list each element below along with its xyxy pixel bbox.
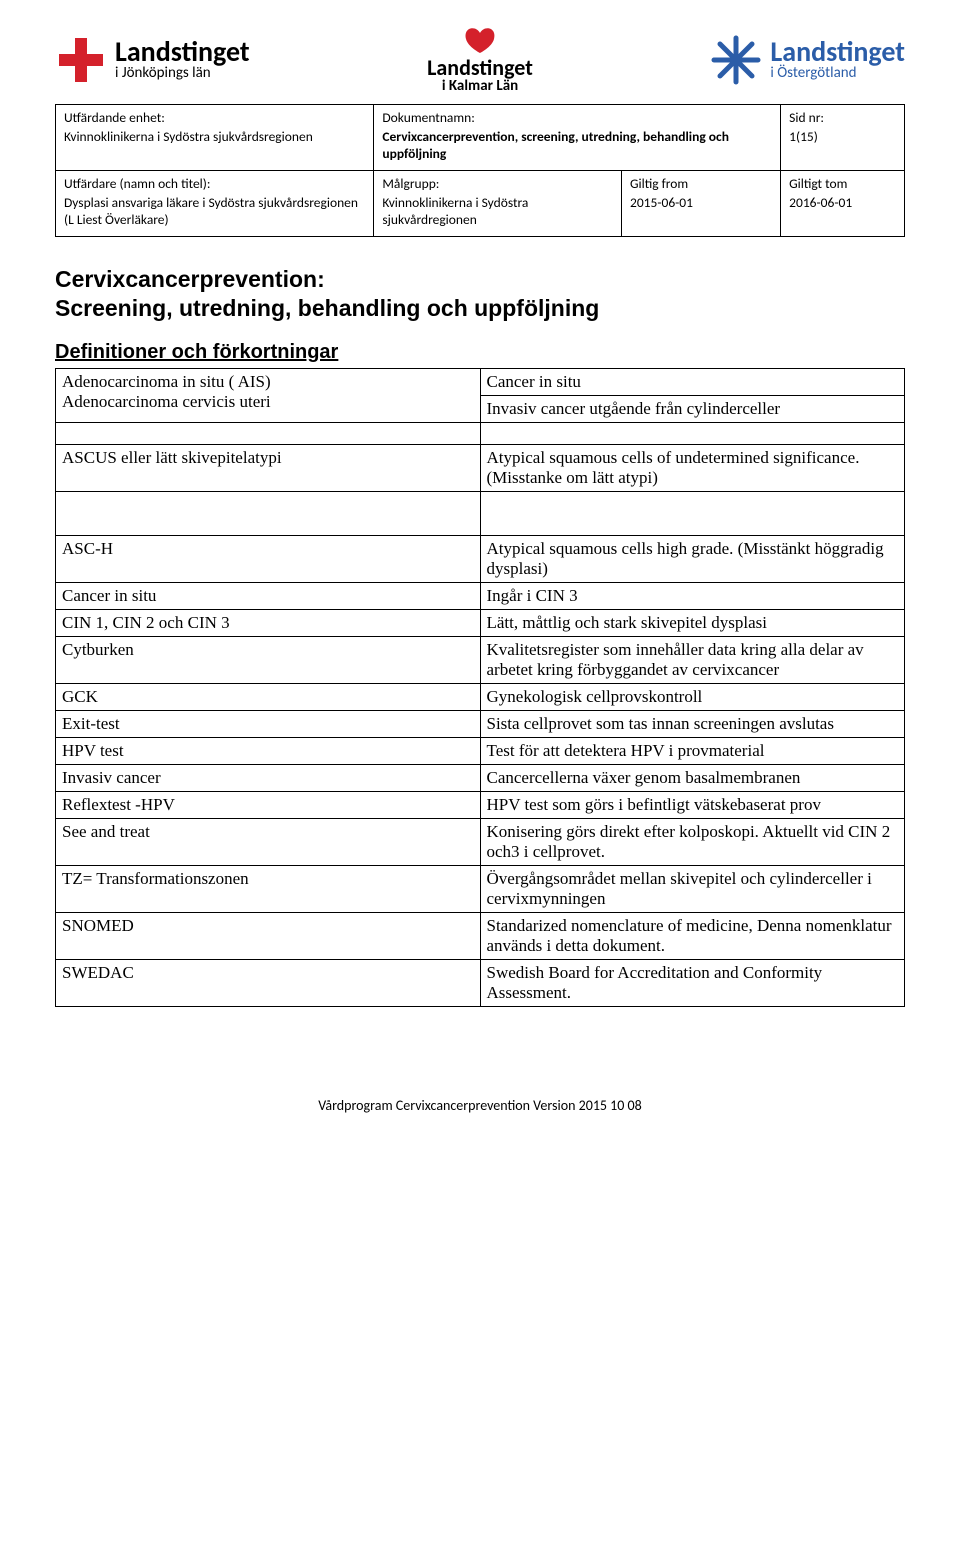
heart-icon (458, 25, 502, 55)
table-row: SNOMED Standarized nomenclature of medic… (56, 912, 905, 959)
table-row: Exit-test Sista cellprovet som tas innan… (56, 710, 905, 737)
def-desc: Gynekologisk cellprovskontroll (480, 683, 905, 710)
def-desc: HPV test som görs i befintligt vätskebas… (480, 791, 905, 818)
ht-page-val: 1(15) (789, 128, 896, 145)
doc-title: Cervixcancerprevention: Screening, utred… (55, 265, 905, 323)
definitions-table: Adenocarcinoma in situ ( AIS) Adenocarci… (55, 368, 905, 1007)
def-desc: Swedish Board for Accreditation and Conf… (480, 959, 905, 1006)
ht-docname-val: Cervixcancerprevention, screening, utred… (382, 128, 772, 162)
def-desc: Invasiv cancer utgående från cylindercel… (480, 395, 905, 422)
def-desc: Konisering görs direkt efter kolposkopi.… (480, 818, 905, 865)
def-term: CIN 1, CIN 2 och CIN 3 (56, 609, 481, 636)
ht-target-val: Kvinnoklinikerna i Sydöstra sjukvårdregi… (382, 194, 613, 228)
def-term: GCK (56, 683, 481, 710)
ht-target-label: Målgrupp: (382, 175, 613, 192)
def-desc: Kvalitetsregister som innehåller data kr… (480, 636, 905, 683)
def-desc: Övergångsområdet mellan skivepitel och c… (480, 865, 905, 912)
table-row: Reflextest -HPV HPV test som görs i befi… (56, 791, 905, 818)
def-desc: Test för att detektera HPV i provmateria… (480, 737, 905, 764)
ht-validfrom-val: 2015-06-01 (630, 194, 772, 211)
ht-docname-label: Dokumentnamn: (382, 109, 772, 126)
def-term: Adenocarcinoma in situ ( AIS) (62, 372, 271, 391)
def-term: Invasiv cancer (56, 764, 481, 791)
def-desc: Cancer in situ (480, 368, 905, 395)
def-term: Cancer in situ (56, 582, 481, 609)
table-row: ASCUS eller lätt skivepitelatypi Atypica… (56, 444, 905, 491)
logo-kalmar: Landstinget i Kalmar Län (427, 25, 533, 94)
def-term: HPV test (56, 737, 481, 764)
logo-jonkoping: Landstinget i Jönköpings län (55, 34, 250, 86)
header-table: Utfärdande enhet: Kvinnoklinikerna i Syd… (55, 104, 905, 237)
ht-validto-val: 2016-06-01 (789, 194, 896, 211)
def-term: Reflextest -HPV (56, 791, 481, 818)
def-desc: Ingår i CIN 3 (480, 582, 905, 609)
logo-mid-sub: i Kalmar Län (442, 79, 518, 94)
table-row: Cytburken Kvalitetsregister som innehåll… (56, 636, 905, 683)
logos-row: Landstinget i Jönköpings län Landstinget… (55, 25, 905, 94)
def-desc: Lätt, måttlig och stark skivepitel dyspl… (480, 609, 905, 636)
def-term: ASC-H (56, 535, 481, 582)
table-row: SWEDAC Swedish Board for Accreditation a… (56, 959, 905, 1006)
def-desc: Atypical squamous cells of undetermined … (480, 444, 905, 491)
footer: Vårdprogram Cervixcancerprevention Versi… (55, 1097, 905, 1114)
table-row: GCK Gynekologisk cellprovskontroll (56, 683, 905, 710)
section-definitions: Definitioner och förkortningar (55, 341, 905, 364)
table-spacer (56, 491, 905, 513)
def-desc: Atypical squamous cells high grade. (Mis… (480, 535, 905, 582)
snowflake-icon (710, 34, 762, 86)
def-desc: Cancercellerna växer genom basalmembrane… (480, 764, 905, 791)
page: Landstinget i Jönköpings län Landstinget… (0, 0, 960, 1154)
ht-author-label: Utfärdare (namn och titel): (64, 175, 365, 192)
logo-right-main: Landstinget (770, 38, 905, 66)
def-term: TZ= Transformationszonen (56, 865, 481, 912)
cross-icon (55, 34, 107, 86)
def-term: See and treat (56, 818, 481, 865)
table-spacer (56, 513, 905, 535)
title-line1: Cervixcancerprevention: (55, 266, 325, 292)
def-desc: Sista cellprovet som tas innan screening… (480, 710, 905, 737)
table-row: See and treat Konisering görs direkt eft… (56, 818, 905, 865)
logo-right-sub: i Östergötland (770, 66, 905, 81)
ht-author-val: Dysplasi ansvariga läkare i Sydöstra sju… (64, 194, 365, 228)
ht-validfrom-label: Giltig from (630, 175, 772, 192)
table-row: TZ= Transformationszonen Övergångsområde… (56, 865, 905, 912)
ht-page-label: Sid nr: (789, 109, 896, 126)
logo-ostergotland: Landstinget i Östergötland (710, 34, 905, 86)
def-term: SWEDAC (56, 959, 481, 1006)
table-row: CIN 1, CIN 2 och CIN 3 Lätt, måttlig och… (56, 609, 905, 636)
table-row: ASC-H Atypical squamous cells high grade… (56, 535, 905, 582)
def-term: ASCUS eller lätt skivepitelatypi (56, 444, 481, 491)
ht-unit-label: Utfärdande enhet: (64, 109, 365, 126)
table-row: Cancer in situ Ingår i CIN 3 (56, 582, 905, 609)
table-row: Invasiv cancer Cancercellerna växer geno… (56, 764, 905, 791)
logo-left-sub: i Jönköpings län (115, 66, 250, 81)
def-term: Adenocarcinoma cervicis uteri (62, 392, 271, 411)
table-spacer (56, 422, 905, 444)
logo-mid-main: Landstinget (427, 57, 533, 79)
def-term: Exit-test (56, 710, 481, 737)
def-term: Cytburken (56, 636, 481, 683)
ht-unit-val: Kvinnoklinikerna i Sydöstra sjukvårdsreg… (64, 128, 365, 145)
ht-validto-label: Giltigt tom (789, 175, 896, 192)
def-term: SNOMED (56, 912, 481, 959)
table-row: HPV test Test för att detektera HPV i pr… (56, 737, 905, 764)
logo-left-main: Landstinget (115, 38, 250, 66)
def-desc: Standarized nomenclature of medicine, De… (480, 912, 905, 959)
title-line2: Screening, utredning, behandling och upp… (55, 295, 599, 321)
table-row: Adenocarcinoma in situ ( AIS) Adenocarci… (56, 368, 905, 395)
